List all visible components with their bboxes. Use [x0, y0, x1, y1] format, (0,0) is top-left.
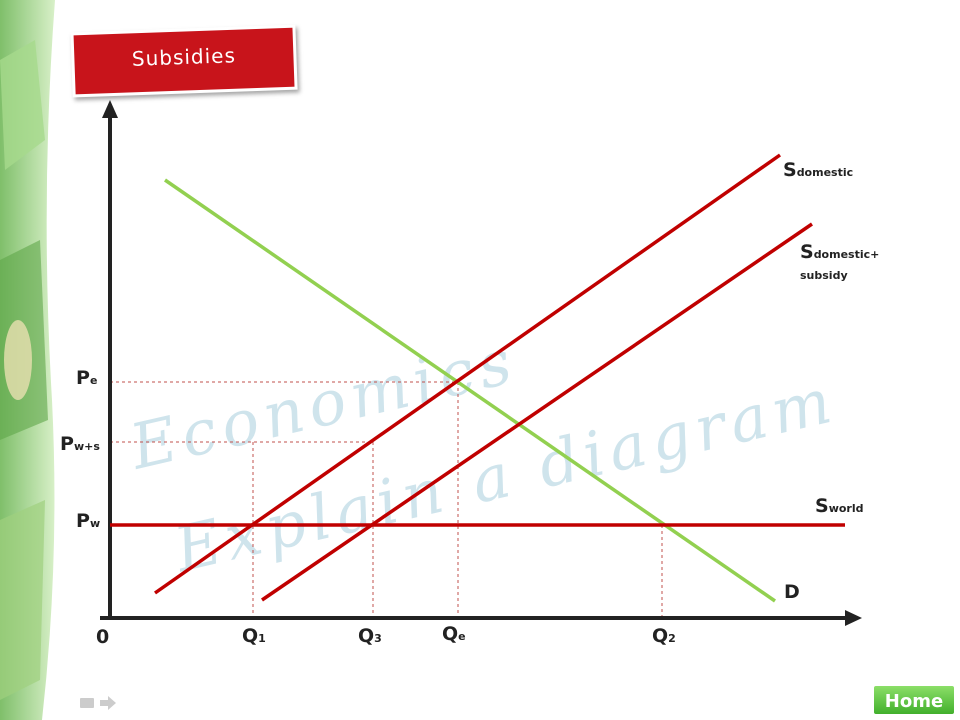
- quantity-label: Q1: [242, 625, 266, 647]
- demand-curve: [164, 178, 776, 603]
- decoration: [0, 0, 55, 720]
- nav-icons: [80, 696, 116, 710]
- quantity-label: Q3: [358, 625, 382, 647]
- home-button[interactable]: Home: [872, 684, 956, 716]
- origin-label: 0: [96, 626, 109, 648]
- curve-label: Sworld: [815, 495, 863, 517]
- price-label: Pw: [76, 510, 100, 532]
- price-label: Pw+s: [60, 433, 100, 455]
- curve-label: Sdomestic: [783, 159, 853, 181]
- curve-label: subsidy: [800, 269, 848, 282]
- guides: [110, 381, 663, 618]
- supply-domestic: [153, 153, 782, 595]
- price-label: Pe: [76, 367, 97, 389]
- supply-subsidy: [261, 222, 813, 602]
- quantity-label: Qe: [442, 623, 466, 645]
- title-tab: Subsidies: [70, 24, 298, 98]
- axes: [100, 100, 862, 626]
- quantity-label: Q2: [652, 625, 676, 647]
- curve-label: Sdomestic+: [800, 241, 879, 263]
- curve-label: D: [784, 581, 800, 603]
- title: Subsidies: [131, 43, 236, 71]
- home-label[interactable]: Home: [885, 691, 943, 712]
